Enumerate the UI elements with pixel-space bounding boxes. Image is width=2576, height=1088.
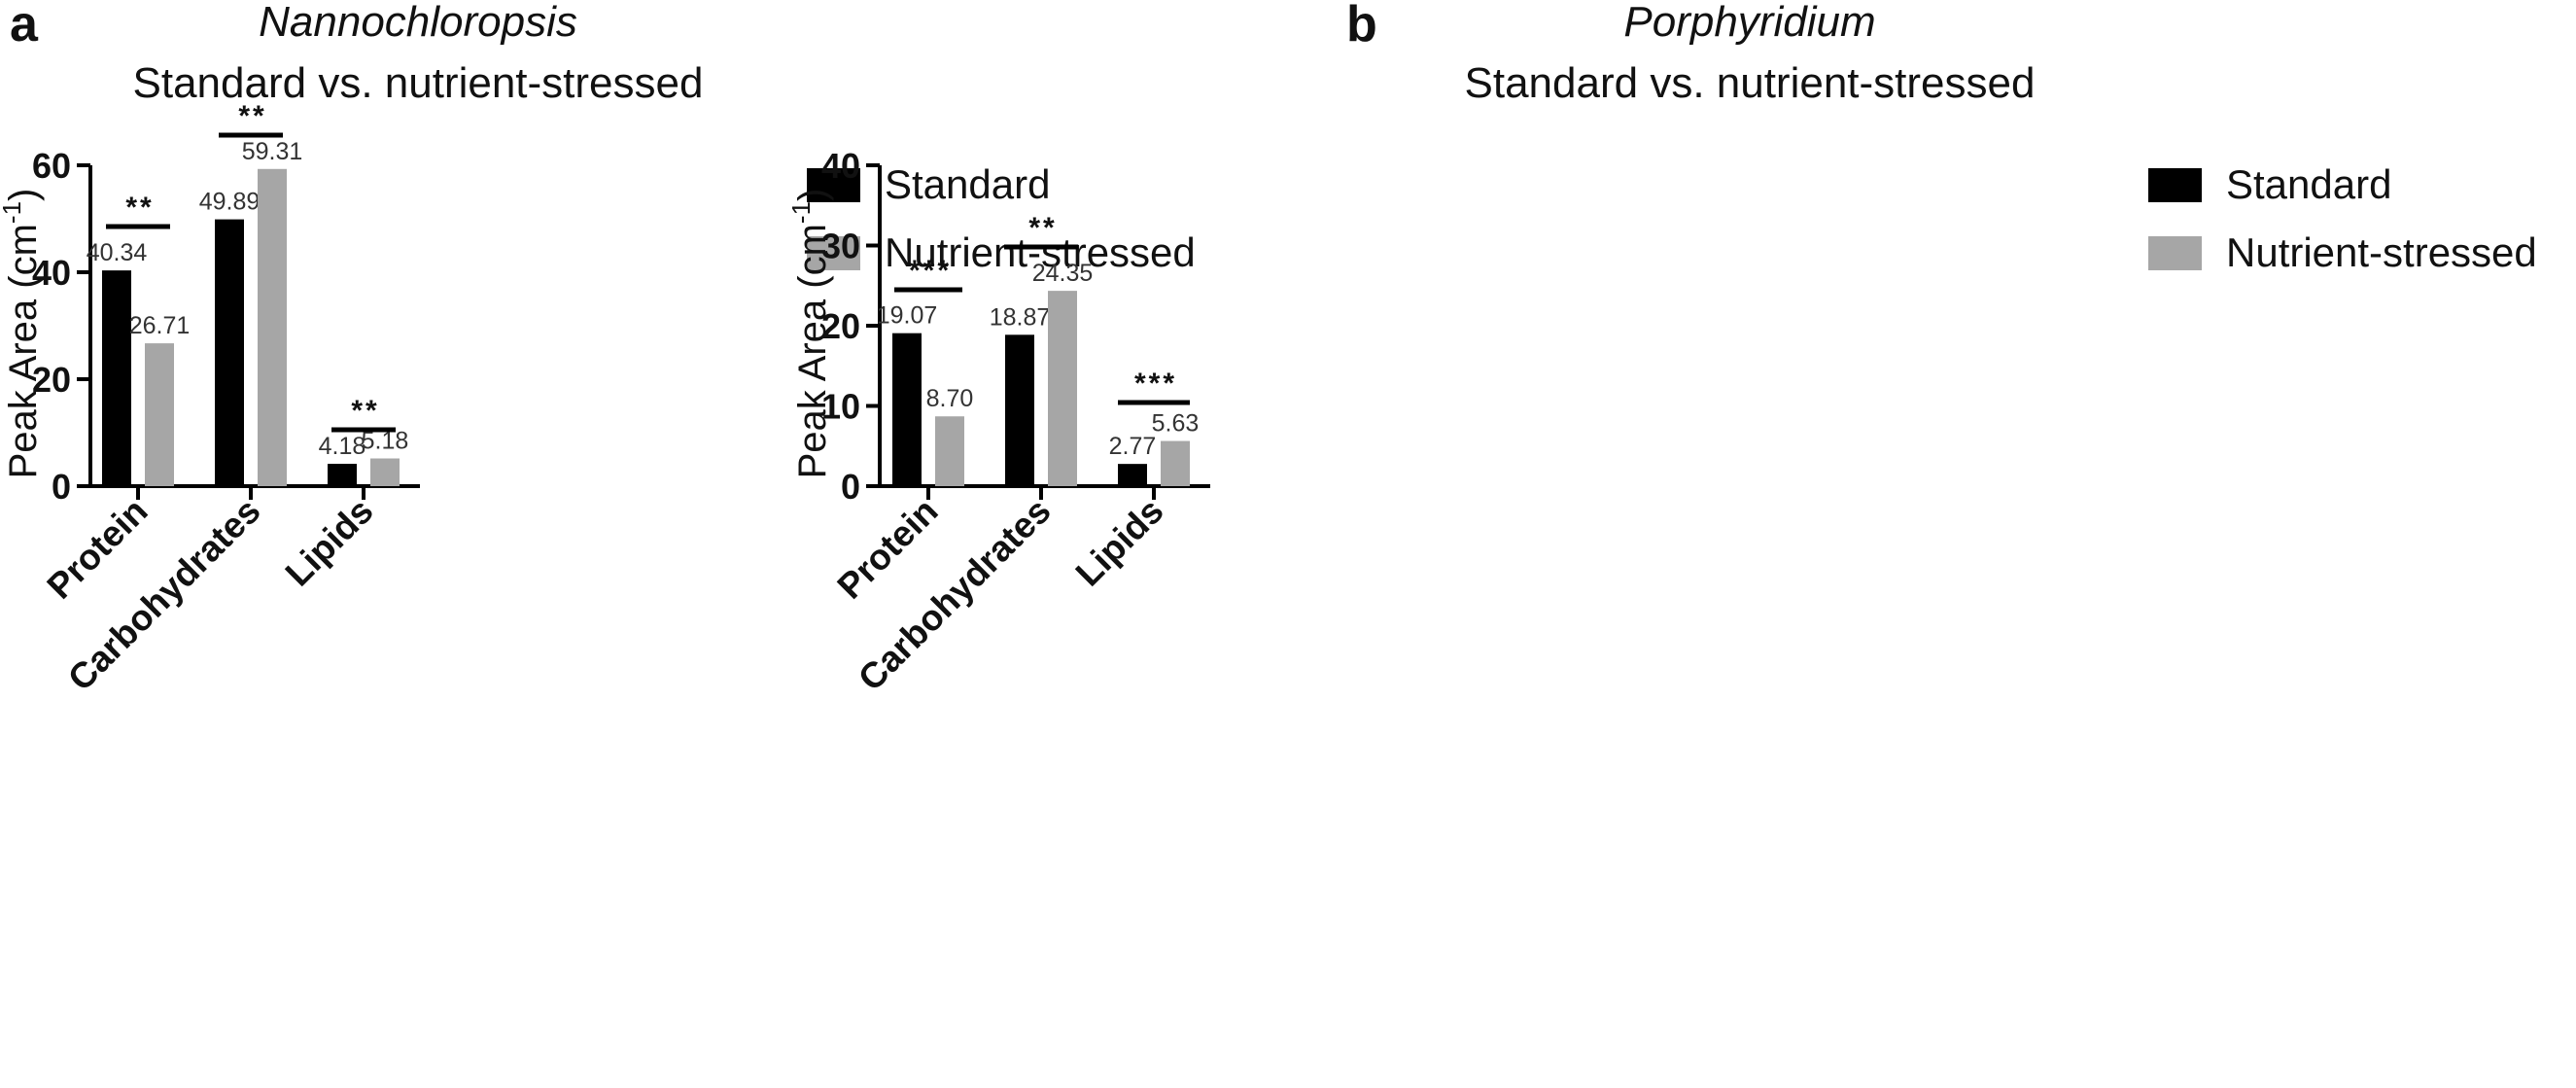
legend-label: Nutrient-stressed xyxy=(885,229,1196,275)
y-axis-label-text: Peak Area (cm xyxy=(791,224,834,478)
bar-value-label: 24.35 xyxy=(1032,260,1094,287)
legend-label: Nutrient-stressed xyxy=(2226,229,2537,275)
bar-value-label: 49.89 xyxy=(199,189,261,216)
legend-swatch-standard xyxy=(2148,168,2202,202)
significance-stars: ** xyxy=(1028,212,1057,244)
y-axis-label-superscript: -1 xyxy=(786,201,816,224)
bar-value-label: 18.87 xyxy=(990,303,1051,331)
y-tick-label: 40 xyxy=(32,253,71,293)
bar-nutrient-stressed-protein xyxy=(935,416,964,486)
legend-label: Standard xyxy=(2226,161,2391,207)
panel-label: b xyxy=(1346,0,1377,53)
bar-nutrient-stressed-lipids xyxy=(370,458,400,486)
y-axis-label-superscript: -1 xyxy=(0,201,26,224)
bar-value-label: 26.71 xyxy=(129,312,191,339)
y-tick-label: 20 xyxy=(32,360,71,400)
bar-value-label: 19.07 xyxy=(877,302,938,330)
bar-nutrient-stressed-lipids xyxy=(1161,440,1190,486)
bar-nutrient-stressed-protein xyxy=(145,343,174,486)
y-axis-label: Peak Area (cm-1) xyxy=(786,189,834,479)
significance-stars: ** xyxy=(351,395,379,427)
bar-nutrient-stressed-carbohydrates xyxy=(258,168,287,487)
bar-standard-lipids xyxy=(328,464,357,486)
significance-stars: *** xyxy=(1134,368,1177,400)
y-tick-label: 0 xyxy=(841,467,860,507)
x-tick-label: Lipids xyxy=(278,491,381,594)
y-tick-label: 0 xyxy=(52,467,71,507)
y-tick-label: 30 xyxy=(821,227,860,266)
bar-value-label: 5.63 xyxy=(1152,410,1200,438)
chart-title: Nannochloropsis xyxy=(259,0,577,46)
bar-standard-protein xyxy=(892,333,922,486)
y-tick-label: 60 xyxy=(32,146,71,186)
bar-standard-protein xyxy=(102,270,131,486)
x-tick-label: Protein xyxy=(830,491,946,607)
x-tick-label: Carbohydrates xyxy=(60,491,268,699)
bar-standard-lipids xyxy=(1118,464,1147,486)
legend-swatch-standard xyxy=(807,168,860,202)
chart-panel-b: b Porphyridium Standard vs. nutrient-stres… xyxy=(786,0,2537,698)
legend-swatch-nutrient-stressed xyxy=(2148,236,2202,270)
chart-subtitle: Standard vs. nutrient-stressed xyxy=(1465,59,2036,107)
y-tick-label: 40 xyxy=(821,146,860,186)
significance-stars: *** xyxy=(909,255,952,287)
legend-swatch-nutrient-stressed xyxy=(807,236,860,270)
bar-nutrient-stressed-carbohydrates xyxy=(1048,291,1077,486)
y-axis-label-close: ) xyxy=(2,189,45,201)
y-tick-label: 10 xyxy=(821,387,860,427)
x-tick-label: Protein xyxy=(40,491,156,607)
bar-value-label: 4.18 xyxy=(319,433,366,460)
bar-standard-carbohydrates xyxy=(1005,334,1034,486)
bar-value-label: 59.31 xyxy=(242,138,303,165)
bar-standard-carbohydrates xyxy=(215,219,244,487)
chart-subtitle: Standard vs. nutrient-stressed xyxy=(133,59,704,107)
significance-stars: ** xyxy=(125,192,154,224)
legend-label: Standard xyxy=(885,161,1050,207)
y-axis-label-text: Peak Area (cm xyxy=(2,224,45,478)
panel-label: a xyxy=(10,0,39,53)
y-tick-label: 20 xyxy=(821,306,860,346)
bar-value-label: 40.34 xyxy=(87,239,148,266)
x-tick-label: Carbohydrates xyxy=(851,491,1059,699)
y-axis-label-close: ) xyxy=(791,189,834,201)
significance-stars: ** xyxy=(238,100,266,132)
bar-value-label: 2.77 xyxy=(1109,433,1157,460)
bar-value-label: 8.70 xyxy=(926,385,974,412)
chart-title: Porphyridium xyxy=(1623,0,1875,46)
y-axis-label: Peak Area (cm-1) xyxy=(0,189,45,479)
x-tick-label: Lipids xyxy=(1068,491,1171,594)
